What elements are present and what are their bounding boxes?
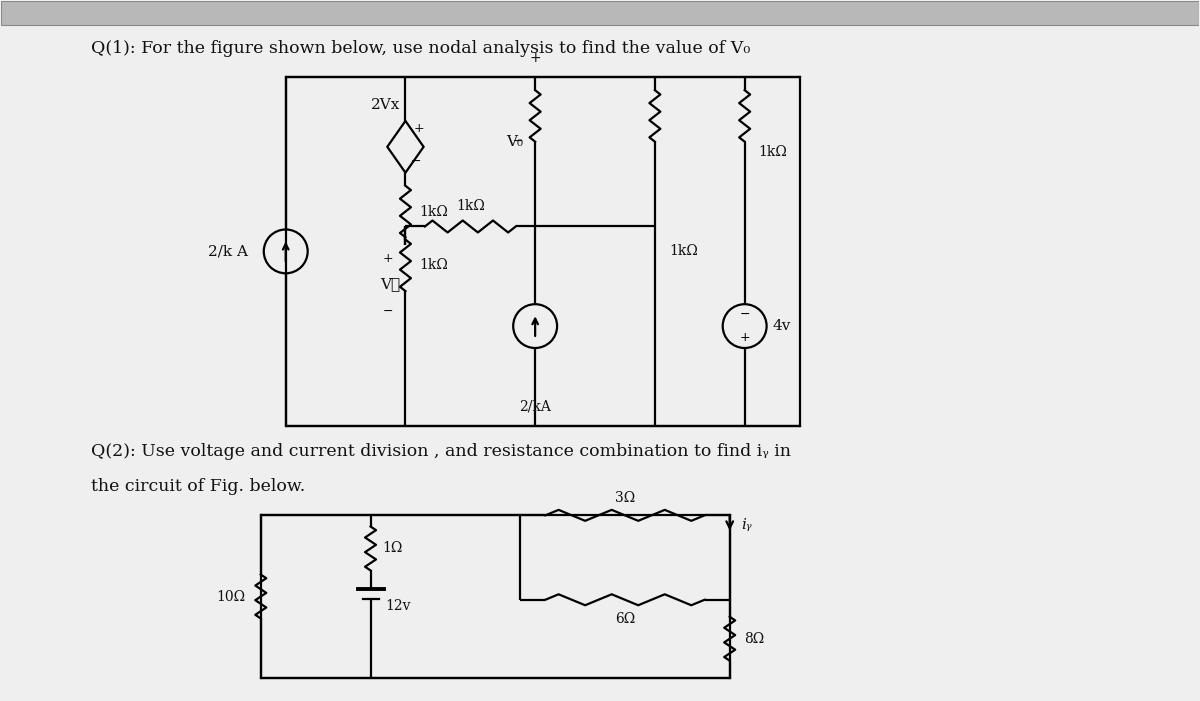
Text: 2/k A: 2/k A [208,245,248,259]
Text: 1kΩ: 1kΩ [420,259,449,273]
Text: 1kΩ: 1kΩ [456,198,485,212]
Text: 8Ω: 8Ω [744,632,764,646]
Text: the circuit of Fig. below.: the circuit of Fig. below. [91,479,306,496]
Text: 10Ω: 10Ω [217,590,246,604]
Text: Q(1): For the figure shown below, use nodal analysis to find the value of V₀: Q(1): For the figure shown below, use no… [91,40,750,57]
Text: 1kΩ: 1kΩ [758,145,787,159]
Text: 3Ω: 3Ω [614,491,635,505]
Text: 6Ω: 6Ω [614,612,635,626]
Text: 1Ω: 1Ω [383,541,403,555]
Text: 1kΩ: 1kΩ [668,245,697,259]
Text: +: + [739,331,750,344]
Text: Vᵯ: Vᵯ [380,278,401,291]
Text: −: − [739,308,750,321]
Text: 2Vx: 2Vx [371,98,401,112]
Text: 12v: 12v [385,599,410,613]
Text: 4v: 4v [773,319,791,333]
Text: 2/kA: 2/kA [520,400,551,414]
Text: −: − [383,305,394,318]
Text: −: − [410,155,421,168]
Text: Q(2): Use voltage and current division , and resistance combination to find iᵧ i: Q(2): Use voltage and current division ,… [91,442,791,460]
FancyBboxPatch shape [1,1,1199,25]
Text: +: + [529,51,541,65]
Text: V₀: V₀ [506,135,523,149]
Text: −: − [512,135,523,149]
Text: +: + [414,123,424,135]
Text: +: + [383,252,394,265]
Text: 1kΩ: 1kΩ [420,205,449,219]
Text: iᵧ: iᵧ [742,518,752,532]
